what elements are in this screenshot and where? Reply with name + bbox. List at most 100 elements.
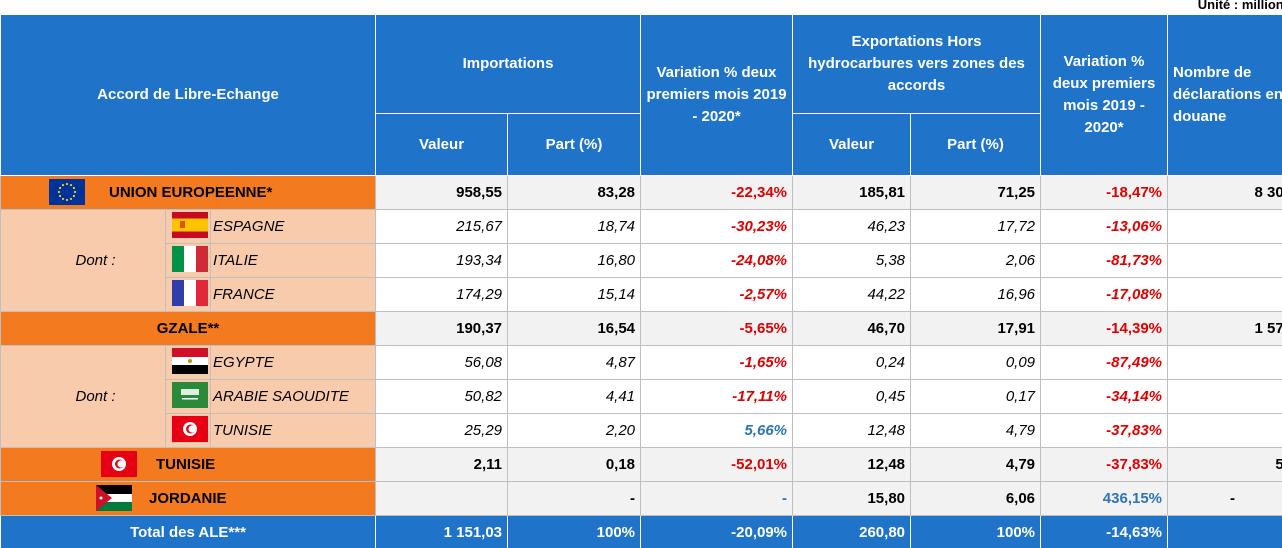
variation: -34,14% [1040, 379, 1169, 414]
variation: -14,63% [1040, 515, 1169, 548]
variation: -17,11% [640, 379, 794, 414]
value: 17,91 [910, 311, 1042, 346]
variation: -24,08% [640, 243, 794, 278]
value: 5,38 [792, 243, 912, 278]
value: 17,72 [910, 209, 1042, 244]
value: 4,79 [910, 413, 1042, 448]
member-name: EGYPTE [209, 345, 377, 380]
member-name: ITALIE [209, 243, 377, 278]
total-row: Total des ALE*** 1 151,03 100% -20,09% 260,8… [0, 515, 1282, 548]
table: Accord de Libre-Echange Importations Var… [0, 14, 1282, 548]
value: 56,08 [375, 345, 509, 380]
value: 6,06 [910, 481, 1042, 516]
subheader: Part (%) [507, 113, 642, 176]
value: 44,22 [792, 277, 912, 312]
bloc-label: JORDANIE [149, 490, 227, 507]
flag [172, 381, 208, 412]
value: 0,24 [792, 345, 912, 380]
value: 50,82 [375, 379, 509, 414]
value: 16,54 [507, 311, 642, 346]
value: 12,48 [792, 413, 912, 448]
header: Exportations Hors hydrocarbures vers zon… [792, 14, 1042, 114]
value: 16,96 [910, 277, 1042, 312]
flag-cell [165, 277, 211, 312]
bloc-row: JORDANIE - -15,80 6,06 436,15% - [0, 481, 1282, 516]
value: 260,80 [792, 515, 912, 548]
value: 100% [507, 515, 642, 548]
value: 2,06 [910, 243, 1042, 278]
value: 0,18 [507, 447, 642, 482]
value: 16,80 [507, 243, 642, 278]
bloc-label: UNION EUROPEENNE* [109, 184, 273, 201]
header: Variation % deux premiers mois 2019 - 20… [1040, 14, 1169, 176]
value: 15,14 [507, 277, 642, 312]
variation: -22,34% [640, 175, 794, 210]
value: 958,55 [375, 175, 509, 210]
flag-cell [165, 379, 211, 414]
variation: -5,65% [640, 311, 794, 346]
variation: -81,73% [1040, 243, 1169, 278]
unit: Unité : millions USD [1197, 0, 1282, 12]
member-row: ITALIE 193,34 16,80 -24,08% 5,38 2,06 -81,73% [1, 243, 1282, 278]
value: 190,37 [375, 311, 509, 346]
bloc-row: TUNISIE 2,110,18-52,01%12,484,79-37,83%53 [0, 447, 1282, 482]
count: - [1167, 481, 1282, 516]
value: 25,29 [375, 413, 509, 448]
variation: -18,47% [1040, 175, 1169, 210]
bloc-label: GZALE** [156, 320, 220, 337]
value: 100% [910, 515, 1042, 548]
value: 46,70 [792, 311, 912, 346]
flag-cell [165, 413, 211, 448]
value: 0,45 [792, 379, 912, 414]
member-row: Dont : ESPAGNE 215,67 18,74 -30,23% 46,23 17,7… [0, 209, 1282, 312]
flag [101, 451, 137, 481]
value: 215,67 [375, 209, 509, 244]
member-name: FRANCE [209, 277, 377, 312]
bloc-name: GZALE** [0, 311, 377, 346]
member-name: ARABIE SAOUDITE [209, 379, 377, 414]
total-name: Total des ALE*** [0, 515, 377, 548]
variation: -2,57% [640, 277, 794, 312]
value: 185,81 [792, 175, 912, 210]
flag [172, 415, 208, 446]
table-body: UNION EUROPEENNE* 958,55 83,28 -22,34% 185,8… [0, 175, 1282, 548]
value: 174,29 [375, 277, 509, 312]
variation: 436,15% [1040, 481, 1169, 516]
variation: -37,83% [1040, 413, 1169, 448]
flag-cell [165, 209, 211, 244]
count [1167, 277, 1282, 312]
value: 71,25 [910, 175, 1042, 210]
count: 53 [1167, 447, 1282, 482]
count: 1 574 [1167, 311, 1282, 346]
variation: 5,66% [640, 413, 794, 448]
count: 8 301 [1167, 175, 1282, 210]
header: Importations [375, 14, 642, 114]
count [1167, 243, 1282, 278]
bloc-name: UNION EUROPEENNE* [0, 175, 377, 210]
value: 2,20 [507, 413, 642, 448]
value: 4,79 [910, 447, 1042, 482]
dont-label: Dont : [0, 209, 166, 312]
bloc-label: TUNISIE [156, 456, 216, 473]
count [1167, 515, 1282, 548]
value: 12,48 [792, 447, 912, 482]
variation: -37,83% [1040, 447, 1169, 482]
member-row: Dont : EGYPTE 56,08 4,87 -1,65% 0,24 0,09 -87,4… [0, 345, 1282, 448]
value: 193,34 [375, 243, 509, 278]
variation: -52,01% [640, 447, 794, 482]
value: 0,17 [910, 379, 1042, 414]
member-name: ESPAGNE [209, 209, 377, 244]
bloc-row: UNION EUROPEENNE* 958,55 83,28 -22,34% 185,8… [0, 175, 1282, 210]
flag [172, 211, 208, 242]
value: - [507, 481, 642, 516]
value: 46,23 [792, 209, 912, 244]
variation: -20,09% [640, 515, 794, 548]
variation: -14,39% [1040, 311, 1169, 346]
header: Variation % deux premiers mois 2019 - 20… [640, 14, 794, 176]
flag-cell [165, 345, 211, 380]
subheader: Valeur [792, 113, 912, 176]
count [1167, 413, 1282, 448]
value: 2,11 [375, 447, 509, 482]
flag [172, 279, 208, 310]
